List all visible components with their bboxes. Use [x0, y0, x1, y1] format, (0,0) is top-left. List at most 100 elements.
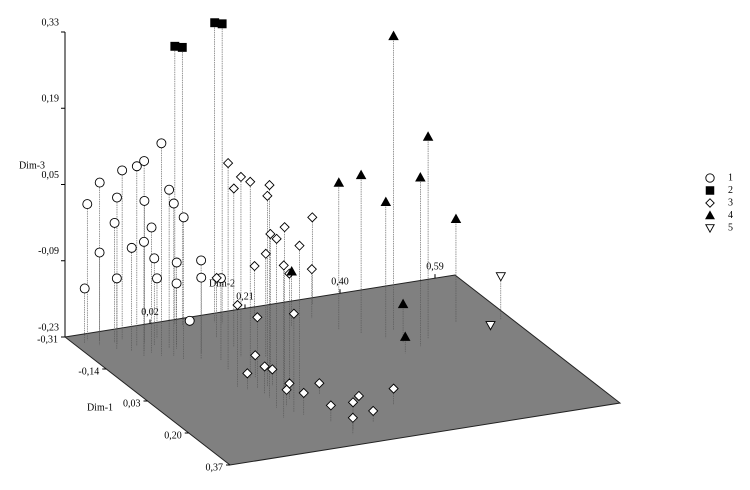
- z-axis-title: Dim-3: [19, 160, 45, 171]
- point: [298, 387, 309, 399]
- y-tick-label: 0,40: [331, 277, 349, 288]
- point: [228, 183, 239, 194]
- point: [294, 240, 305, 251]
- point: [217, 19, 227, 29]
- point: [149, 253, 160, 264]
- point: [222, 157, 234, 169]
- point: [450, 213, 462, 224]
- point: [252, 312, 263, 323]
- point: [245, 176, 256, 187]
- point: [242, 368, 253, 379]
- point: [211, 272, 222, 284]
- point: [249, 260, 260, 272]
- point: [271, 233, 282, 244]
- point: [139, 195, 150, 206]
- point: [495, 272, 507, 282]
- point: [109, 217, 120, 228]
- z-tick-label: 0,19: [42, 94, 60, 105]
- y-tick-label: 0,02: [141, 307, 159, 318]
- point: [314, 378, 325, 389]
- point: [264, 179, 275, 191]
- legend-label: 5: [728, 222, 733, 233]
- point: [210, 18, 220, 28]
- z-tick-label: 0,33: [42, 17, 60, 28]
- legend-marker: [705, 224, 715, 234]
- point: [265, 228, 276, 240]
- point: [267, 364, 278, 375]
- point: [388, 383, 399, 394]
- y-tick-label: 0,21: [236, 292, 254, 303]
- point: [306, 264, 317, 275]
- x-tick-label: 0,37: [206, 462, 224, 473]
- point: [168, 198, 179, 209]
- point: [325, 400, 337, 411]
- x-tick-label: 0,20: [164, 430, 182, 441]
- point: [196, 255, 207, 266]
- legend-marker: [705, 210, 715, 220]
- point: [279, 222, 290, 233]
- point: [355, 169, 367, 180]
- point: [422, 131, 434, 141]
- x-axis-title: Dim-1: [87, 402, 113, 413]
- legend-label: 2: [728, 185, 733, 196]
- point: [177, 42, 187, 52]
- point: [380, 196, 392, 207]
- point: [171, 257, 182, 268]
- point: [156, 138, 167, 149]
- point: [164, 184, 175, 195]
- point: [485, 321, 496, 331]
- legend-marker: [705, 198, 715, 208]
- point: [117, 165, 128, 176]
- point: [82, 199, 93, 210]
- point: [139, 156, 150, 166]
- z-tick-label: 0,05: [42, 170, 60, 181]
- legend-label: 1: [728, 172, 733, 183]
- z-tick-label: -0,23: [38, 322, 59, 333]
- y-tick-label: 0,59: [426, 261, 444, 272]
- point: [94, 177, 105, 188]
- point: [260, 248, 271, 259]
- point: [139, 236, 149, 247]
- point: [184, 315, 195, 326]
- point: [111, 273, 122, 284]
- legend-marker: [705, 186, 715, 195]
- x-tick-label: -0,31: [37, 334, 58, 345]
- point: [397, 298, 409, 309]
- point: [94, 247, 105, 258]
- point: [259, 361, 270, 372]
- point: [353, 390, 365, 402]
- point: [278, 260, 289, 271]
- legend-marker: [705, 173, 715, 183]
- point: [152, 273, 162, 284]
- point: [112, 192, 122, 203]
- point: [288, 308, 300, 319]
- point: [126, 242, 137, 253]
- point: [235, 171, 247, 183]
- point: [333, 177, 345, 187]
- legend-label: 4: [728, 210, 733, 221]
- x-tick-label: -0,14: [78, 366, 99, 377]
- point: [262, 190, 273, 201]
- point: [178, 212, 189, 223]
- point: [347, 397, 359, 408]
- point: [232, 299, 243, 311]
- point: [415, 172, 426, 182]
- point: [399, 331, 411, 341]
- point: [281, 384, 292, 395]
- point: [170, 41, 180, 51]
- point: [368, 405, 379, 417]
- point: [171, 278, 182, 289]
- legend-label: 3: [728, 197, 733, 208]
- x-tick-label: 0,03: [123, 398, 141, 409]
- z-tick-label: -0,09: [38, 246, 59, 257]
- point: [347, 412, 359, 423]
- point: [79, 283, 90, 294]
- point: [131, 161, 142, 172]
- point: [307, 212, 318, 223]
- point: [250, 350, 261, 361]
- point: [388, 30, 399, 41]
- point: [146, 222, 157, 233]
- floor: [63, 274, 622, 466]
